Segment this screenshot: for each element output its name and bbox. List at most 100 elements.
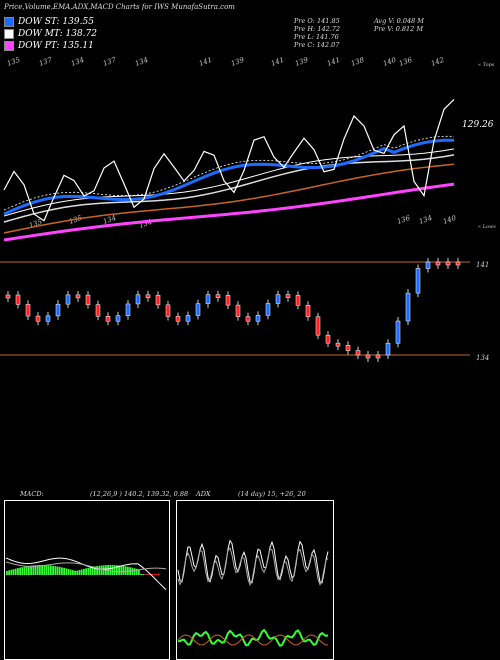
macd-bar (63, 567, 65, 575)
ema-long-line (3, 163, 455, 234)
candle-body (145, 294, 151, 299)
macd-bar (58, 566, 61, 575)
macd-bar (100, 565, 103, 575)
macd-bar (124, 566, 127, 575)
candle-body (305, 305, 311, 318)
legend-swatch-mt (4, 29, 14, 39)
adx-line (177, 547, 329, 587)
macd-bar (14, 568, 17, 575)
candle-body (325, 334, 331, 344)
candle-body (185, 315, 191, 322)
candle-body (235, 304, 241, 317)
candle-body (335, 342, 341, 347)
macd-bar (67, 568, 70, 575)
tops-label: « Tops (478, 62, 495, 68)
candle-body (445, 261, 451, 266)
macd-bar (56, 566, 59, 575)
stat-open: Pre O: 141.85 (294, 17, 340, 25)
candlesticks (5, 258, 461, 362)
top-number-label: 139 (230, 56, 246, 68)
candle-body (45, 315, 51, 322)
macd-bar (19, 567, 21, 575)
candle-body (165, 304, 171, 317)
legend-swatch-pt (4, 41, 14, 51)
level-label-high: 141 (476, 261, 489, 269)
legend-dow-pt: DOW PT: 135.11 (4, 41, 94, 51)
adx-frame (176, 500, 334, 660)
macd-bar (122, 566, 125, 575)
stat-close: Pre C: 142.07 (294, 41, 340, 49)
candle-body (365, 354, 371, 359)
candle-body (5, 294, 11, 299)
candle-body (455, 261, 461, 266)
ema-mt-line (3, 154, 455, 223)
lower-number-label: 140 (442, 214, 458, 226)
macd-bar (39, 565, 41, 575)
macd-bar (10, 569, 13, 575)
candle-body (295, 295, 301, 306)
candle-body (355, 350, 361, 356)
chart-title: Price,Volume,EMA,ADX,MACD Charts for IWS… (4, 3, 235, 11)
macd-bar (149, 574, 151, 575)
macd-bar (80, 569, 83, 575)
macd-bar (138, 569, 140, 575)
macd-bar (116, 565, 118, 575)
top-number-label: 134 (70, 56, 85, 68)
candle-body (315, 316, 321, 336)
candle-body (215, 294, 221, 298)
macd-bar (157, 573, 160, 575)
macd-bar (146, 574, 149, 575)
candle-body (395, 320, 401, 344)
macd-bar (151, 574, 153, 575)
legend-dow-mt: DOW MT: 138.72 (4, 29, 97, 39)
macd-bar (6, 571, 8, 575)
macd-bar (109, 565, 112, 575)
candle-body (375, 354, 381, 359)
macd-bar (140, 574, 142, 575)
candle-body (35, 315, 41, 322)
candle-body (245, 316, 251, 322)
legend-label-pt: DOW PT: 135.11 (18, 41, 94, 51)
ema-st-line (3, 138, 455, 216)
stat-pre-volume: Pre V: 0.812 M (374, 25, 424, 33)
candle-body (105, 316, 111, 322)
adx-minus-line (177, 634, 329, 646)
top-number-label: 140 (382, 56, 398, 68)
lower-number-label: 136 (396, 214, 412, 226)
macd-bar (91, 566, 94, 575)
macd-bar (41, 565, 43, 575)
macd-bar (98, 565, 101, 575)
candle-body (435, 261, 441, 266)
top-number-label: 138 (350, 56, 366, 68)
macd-bar (32, 565, 35, 575)
ema-st-dash-line (3, 135, 455, 211)
macd-bar (96, 566, 98, 575)
top-number-labels: 135 137 134 137 134 141 139 141 139 141 138 140 136 1… (6, 56, 446, 68)
candle-body (55, 303, 61, 317)
last-price-label: 129.26 (462, 120, 494, 130)
top-number-label: 137 (102, 56, 118, 68)
price-chart: 135 137 134 137 134 141 139 141 139 141 138 140 136 1… (0, 56, 496, 362)
macd-bar (8, 570, 10, 575)
lower-number-label: 134 (418, 214, 433, 226)
macd-bar (111, 565, 114, 575)
macd-bar (74, 570, 76, 575)
candle-body (225, 295, 231, 306)
macd-bar (23, 566, 26, 575)
macd-bar (43, 565, 46, 575)
macd-bar (34, 565, 37, 575)
candle-body (25, 304, 31, 317)
macd-bar (45, 565, 48, 575)
macd-bar (120, 565, 123, 575)
macd-bar (113, 565, 116, 575)
macd-bar (85, 568, 87, 575)
adx-label: ADX (196, 490, 211, 498)
macd-bar (52, 565, 54, 575)
candle-body (345, 345, 351, 351)
macd-bar (133, 568, 136, 575)
macd-bar (21, 567, 24, 575)
top-number-label: 134 (134, 56, 149, 68)
macd-bar (89, 567, 92, 575)
top-number-label: 141 (270, 56, 285, 68)
macd-bar (153, 574, 156, 575)
